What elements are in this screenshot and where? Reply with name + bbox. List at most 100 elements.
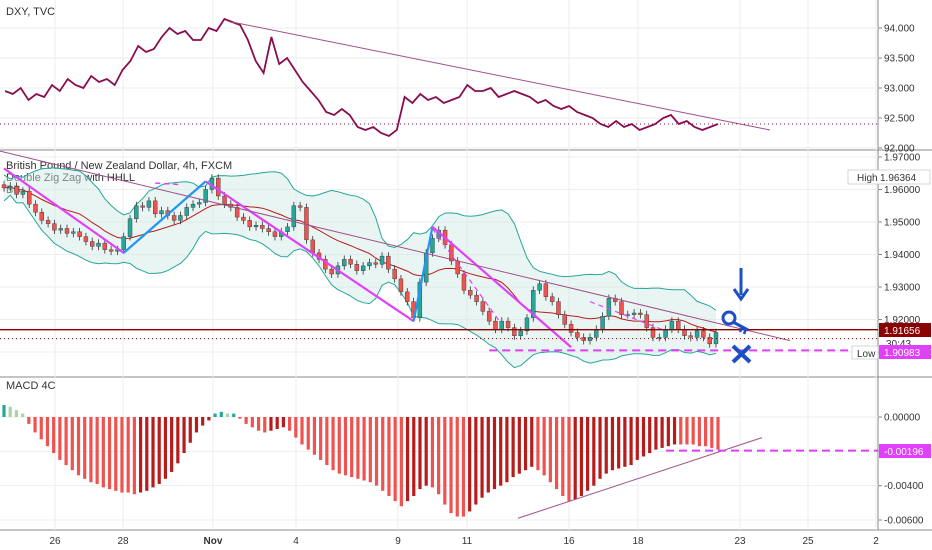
macd-bar (107, 417, 112, 490)
macd-bar (586, 417, 590, 491)
candle (619, 301, 624, 315)
candle (197, 202, 202, 205)
y-tick-label: 1.94000 (884, 250, 921, 261)
macd-bar (101, 417, 105, 488)
candle (121, 236, 126, 250)
macd-bar (343, 417, 348, 476)
candle (96, 242, 101, 247)
macd-bar (617, 417, 621, 469)
macd-bar (350, 417, 354, 478)
candle (556, 301, 561, 315)
macd-bar (120, 417, 124, 493)
candle (285, 226, 290, 232)
macd-bar (480, 417, 484, 498)
candle (631, 312, 637, 315)
macd-bar (474, 417, 478, 505)
macd-bar (163, 417, 168, 479)
bb-upper (3, 167, 717, 311)
macd-bar (685, 417, 689, 445)
macd-bar (461, 417, 466, 517)
low-price-value: 1.90983 (884, 348, 921, 359)
time-axis[interactable]: 26 28 Nov 4 9 11 16 18 23 25 2 (49, 536, 879, 547)
macd-bar (27, 417, 31, 424)
candle (455, 260, 460, 275)
candle (505, 320, 511, 328)
candle (153, 200, 158, 215)
candle (688, 335, 693, 338)
candle (14, 186, 19, 195)
y-tick-label: 93.500 (884, 54, 915, 65)
candle (216, 177, 221, 197)
candle (45, 220, 51, 224)
candle (701, 330, 706, 338)
macd-bar (244, 417, 248, 424)
candle (102, 242, 108, 250)
macd-bar (697, 417, 701, 447)
candle (606, 298, 612, 317)
macd-bar (138, 417, 143, 493)
indicator-zigzag-label[interactable]: Double Zig Zag with HHLL (6, 172, 135, 184)
candle (549, 296, 555, 302)
macd-bar (573, 417, 577, 500)
macd-bar (648, 417, 652, 454)
dxy-line (4, 17, 719, 138)
candle (234, 207, 240, 218)
candle (587, 337, 593, 341)
zigzag-leg (412, 226, 434, 322)
macd-bar (256, 417, 261, 431)
macd-bar (635, 417, 639, 460)
macd-bar (312, 417, 317, 455)
macd-bar (610, 417, 615, 471)
macd-bar (21, 413, 25, 417)
macd-bar (76, 417, 81, 476)
macd-bar (52, 417, 56, 454)
y-tick-label: 93.000 (884, 84, 915, 95)
candle (638, 312, 643, 315)
macd-bar (492, 417, 497, 490)
low-price-box (879, 345, 931, 359)
candle (20, 190, 26, 195)
macd-bar (58, 417, 62, 460)
low-tag-label: Low (857, 349, 876, 360)
macd-bar (306, 417, 310, 450)
candle (562, 314, 567, 325)
candle (83, 236, 89, 242)
candle (379, 255, 385, 265)
last-price-box (879, 323, 931, 337)
zigzag-leg (431, 226, 572, 348)
candle (146, 200, 152, 208)
macd-bar (225, 413, 230, 417)
candle (531, 290, 536, 319)
last-price-value: 1.91656 (884, 326, 921, 337)
macd-bar (368, 417, 372, 483)
macd-bar (499, 417, 503, 486)
macd-bar (188, 417, 192, 443)
macd-bar (629, 417, 633, 466)
macd-bar (374, 417, 379, 486)
macd-bar (288, 417, 292, 431)
zigzag-dashed (155, 182, 181, 186)
candle (480, 301, 486, 312)
candle (39, 212, 45, 221)
macd-bar (269, 417, 273, 431)
macd-bar (691, 417, 695, 445)
y-tick-label: 1.92000 (884, 315, 921, 326)
candle (669, 320, 675, 330)
candle (594, 329, 599, 338)
candle (568, 324, 574, 333)
y-tick-label: 92.000 (884, 144, 915, 155)
candle (518, 330, 523, 336)
candle (108, 249, 114, 252)
candle (1, 184, 7, 189)
candle (33, 203, 38, 213)
candle (184, 207, 189, 216)
candle (405, 291, 410, 302)
time-label: 18 (632, 536, 644, 547)
low-tag-box (851, 345, 879, 360)
macd-bar (548, 417, 552, 483)
candle (77, 231, 82, 237)
candle (524, 317, 530, 332)
macd-bar (170, 417, 174, 472)
macd-bar (542, 417, 546, 476)
